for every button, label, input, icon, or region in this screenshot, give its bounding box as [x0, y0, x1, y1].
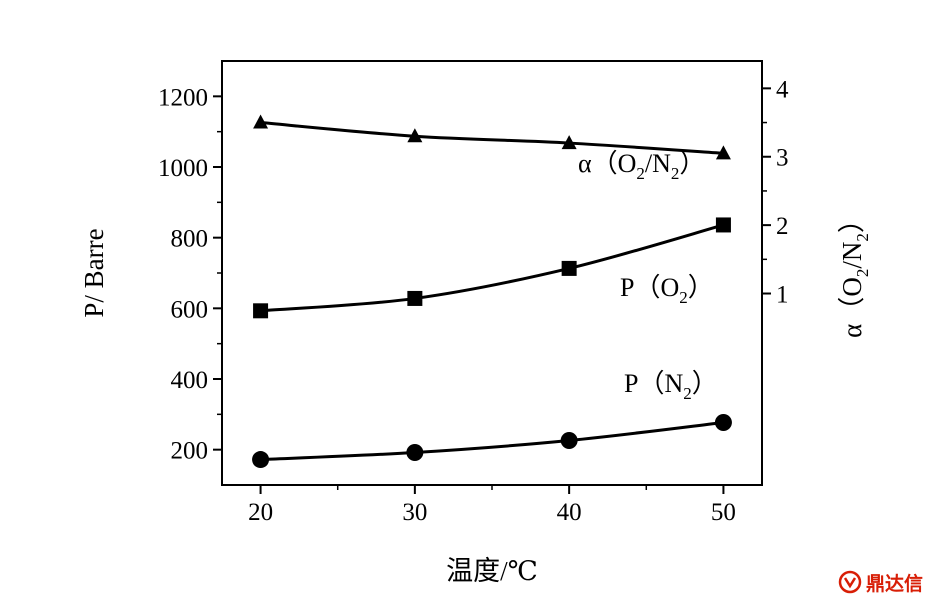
data-point-p-o2	[407, 290, 423, 306]
y2-tick-label: 2	[776, 213, 789, 240]
y2-tick-label: 4	[776, 76, 789, 103]
y-tick-label: 400	[171, 367, 209, 394]
series-line-p-n2	[260, 420, 724, 462]
data-point-alpha	[561, 135, 577, 150]
alpha-label-sub1: 2	[636, 164, 645, 183]
y-tick-label: 1000	[158, 155, 208, 182]
y2-title-mid: /N	[837, 242, 867, 269]
data-point-p-n2	[714, 413, 732, 431]
brand-logo-icon	[838, 570, 862, 594]
pn2-label-main: P（N	[624, 369, 683, 398]
data-point-p-o2	[715, 217, 731, 233]
alpha-label-mid: /N	[645, 149, 671, 178]
x-tick-label: 40	[557, 499, 582, 526]
plot-frame	[221, 60, 763, 486]
data-point-alpha	[407, 128, 423, 143]
x-tick-label: 20	[248, 499, 273, 526]
pn2-label-end: ）	[692, 369, 718, 398]
y-tick-label: 200	[171, 438, 209, 465]
x-axis: 20 30 40 50	[248, 485, 736, 526]
data-point-alpha	[253, 114, 269, 129]
y-axis-right: 1 2 3 4	[762, 76, 789, 309]
y-tick-label: 600	[171, 296, 209, 323]
data-point-p-n2	[252, 451, 270, 469]
watermark: 鼎达信	[838, 566, 923, 598]
y2-tick-label: 3	[776, 145, 789, 172]
series-label-alpha: α（O2/N2）	[578, 149, 705, 183]
series-line-alpha	[260, 121, 724, 155]
x-tick-label: 30	[402, 499, 427, 526]
series-line-p-o2	[260, 223, 724, 313]
y-axis-title: P/ Barre	[79, 228, 109, 317]
y-axis-left: 200 400 600 800 1000 1200	[158, 84, 222, 465]
watermark-text: 鼎达信	[866, 572, 924, 595]
y2-title-end: ）	[837, 206, 867, 233]
series-group	[252, 114, 732, 469]
data-point-p-o2	[561, 260, 577, 276]
alpha-label-end: ）	[679, 149, 705, 178]
y2-title-sub2: 2	[853, 233, 872, 242]
x-tick-label: 50	[711, 499, 736, 526]
data-point-p-n2	[406, 443, 424, 461]
y2-axis-title: α（O2/N2）	[837, 206, 872, 338]
y2-title-sub1: 2	[853, 269, 872, 278]
po2-label-end: ）	[688, 273, 714, 302]
alpha-label-sub2: 2	[671, 164, 680, 183]
y-tick-label: 800	[171, 226, 209, 253]
series-label-pn2: P（N2）	[624, 369, 718, 403]
data-point-p-n2	[560, 431, 578, 449]
data-point-p-o2	[253, 303, 269, 319]
y-tick-label: 1200	[158, 84, 208, 111]
y2-tick-label: 1	[776, 282, 789, 309]
po2-label-main: P（O	[620, 273, 679, 302]
data-point-alpha	[715, 145, 731, 160]
alpha-label-main: α（O	[578, 149, 636, 178]
series-label-po2: P（O2）	[620, 273, 714, 307]
po2-label-sub: 2	[679, 288, 688, 307]
x-axis-title: 温度/℃	[446, 556, 538, 586]
pn2-label-sub: 2	[683, 384, 692, 403]
y2-title-main: α（O	[837, 277, 867, 338]
